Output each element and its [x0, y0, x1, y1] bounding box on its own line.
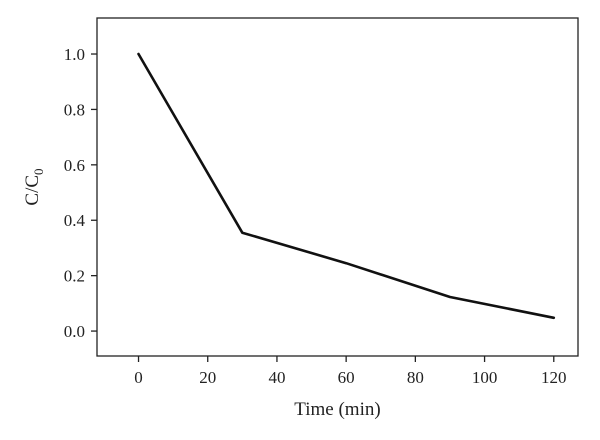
series-line-0: [137, 52, 556, 320]
x-tick-label: 60: [338, 368, 355, 387]
series-layer: [137, 52, 556, 320]
x-axis-title: Time (min): [294, 399, 380, 420]
x-tick-label: 80: [407, 368, 424, 387]
y-tick-label: 1.0: [64, 45, 85, 64]
x-tick-label: 100: [472, 368, 498, 387]
x-axis: 0 20 40 60 80 100 120: [134, 356, 567, 387]
y-tick-label: 0.0: [64, 322, 85, 341]
y-tick-label: 0.6: [64, 156, 85, 175]
y-tick-label: 0.8: [64, 100, 85, 119]
x-tick-label: 120: [541, 368, 567, 387]
x-tick-label: 0: [134, 368, 143, 387]
y-axis-title-subscript: 0: [31, 168, 46, 175]
plot-frame: [96, 17, 579, 357]
y-tick-label: 0.4: [64, 211, 86, 230]
x-tick-label: 40: [268, 368, 285, 387]
y-axis-title-main: C/C: [22, 175, 43, 206]
x-tick-label: 20: [199, 368, 216, 387]
y-axis-title: C/C0: [22, 168, 46, 205]
y-axis: 0.0 0.2 0.4 0.6 0.8 1.0: [64, 45, 97, 341]
y-tick-label: 0.2: [64, 267, 85, 286]
